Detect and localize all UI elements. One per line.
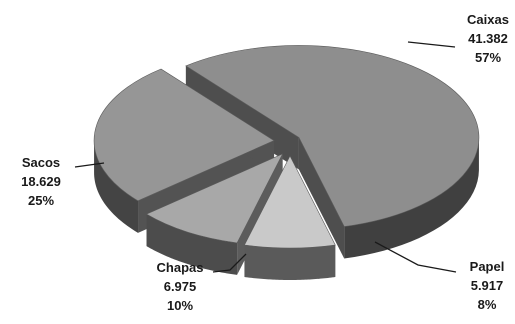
slice-side-caixas-0 (344, 138, 479, 259)
slice-percent-papel: 8% (478, 297, 497, 312)
pie-tops (93, 45, 480, 249)
leader-line-sacos (74, 162, 105, 168)
slice-label-chapas: Chapas (157, 260, 204, 275)
slice-percent-caixas: 57% (475, 50, 501, 65)
slice-side-chapas-0 (146, 214, 238, 275)
slice-label-papel: Papel (470, 259, 505, 274)
slice-wall-caixas-1 (298, 137, 345, 259)
slice-label-sacos: Sacos (22, 155, 60, 170)
slice-value-sacos: 18.629 (21, 174, 61, 189)
slice-label-caixas: Caixas (467, 12, 509, 27)
leader-line-chapas (212, 253, 247, 273)
slice-value-caixas: 41.382 (468, 31, 508, 46)
slice-chapas (145, 153, 284, 244)
slice-value-chapas: 6.975 (164, 279, 197, 294)
slice-percent-sacos: 25% (28, 193, 54, 208)
slice-caixas (185, 45, 480, 227)
leader-line-caixas (407, 41, 456, 48)
slice-value-papel: 5.917 (471, 278, 504, 293)
slice-side-sacos-0 (94, 139, 139, 233)
leader-line-papel (374, 241, 457, 273)
slice-papel (244, 155, 336, 249)
slice-percent-chapas: 10% (167, 298, 193, 313)
leader-lines (74, 41, 457, 273)
slice-sacos (93, 68, 275, 202)
slice-side-papel-0 (244, 245, 336, 280)
